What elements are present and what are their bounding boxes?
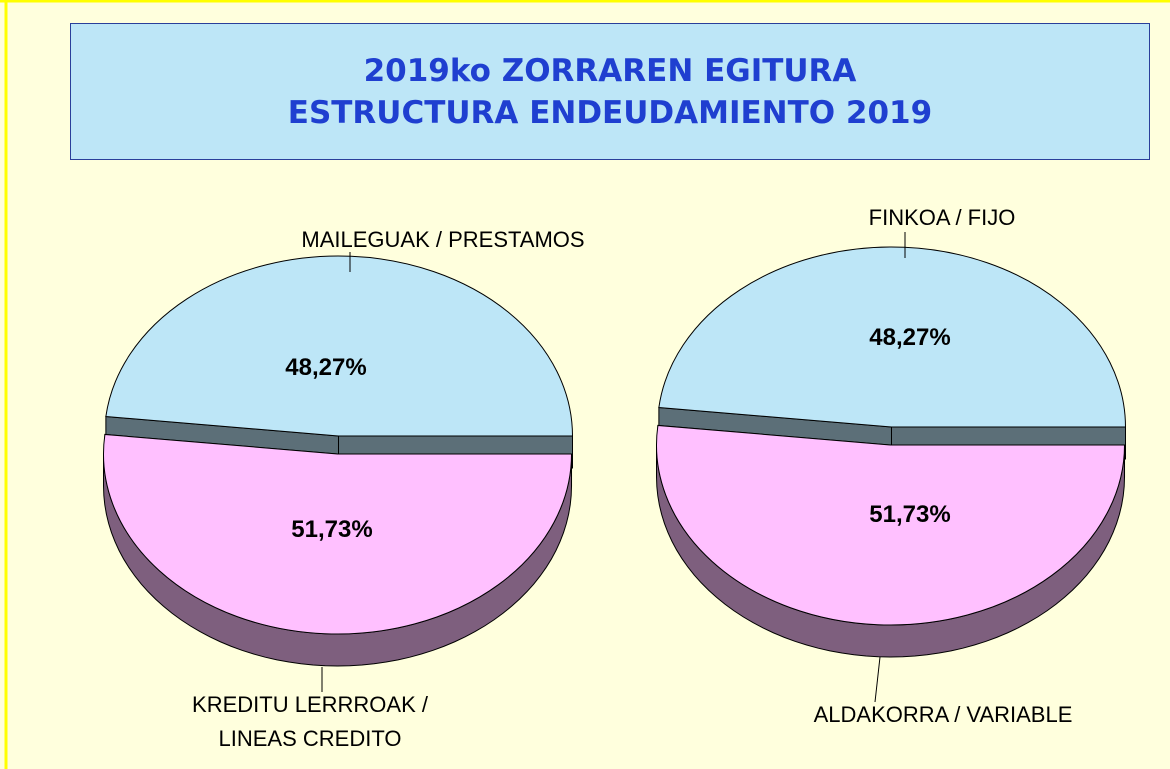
slice — [103, 433, 573, 635]
slice — [658, 246, 1126, 428]
title-box: 2019ko ZORRAREN EGITURA ESTRUCTURA ENDEU… — [70, 23, 1150, 160]
title-line: ESTRUCTURA ENDEUDAMIENTO 2019 — [287, 94, 933, 131]
leader-line — [874, 656, 881, 703]
value-label: 48,27% — [869, 324, 951, 351]
category-label: ALDAKORRA / VARIABLE — [813, 702, 1073, 727]
value-label: 51,73% — [869, 501, 951, 528]
title-line: 2019ko ZORRAREN EGITURA — [363, 52, 857, 89]
slice — [105, 255, 573, 437]
value-label: 51,73% — [291, 516, 373, 543]
slice — [656, 424, 1126, 626]
category-label: MAILEGUAK / PRESTAMOS — [301, 227, 585, 252]
value-label: 48,27% — [285, 354, 367, 381]
category-label: KREDITU LERRROAK / LINEAS CREDITO — [192, 692, 428, 751]
category-label: FINKOA / FIJO — [868, 205, 1016, 230]
